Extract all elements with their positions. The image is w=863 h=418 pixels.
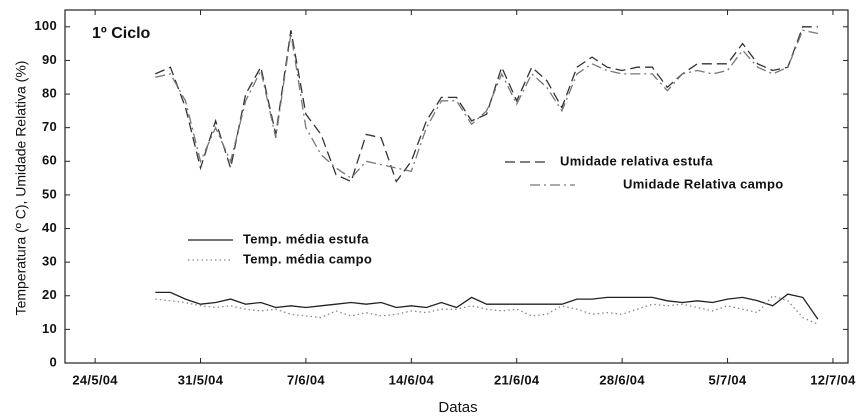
legend-label: Umidade Relativa campo [623, 176, 784, 191]
legend-label: Umidade relativa estufa [560, 153, 713, 168]
x-tick-label: 5/7/04 [709, 372, 747, 387]
y-tick-label: 10 [42, 321, 57, 336]
y-tick-label: 60 [42, 153, 57, 168]
y-axis-label: Temperatura (º C), Umidade Relativa (%) [13, 61, 29, 316]
y-tick-label: 20 [42, 287, 57, 302]
y-tick-label: 0 [49, 354, 57, 369]
x-tick-label: 12/7/04 [810, 372, 856, 387]
x-tick-label: 7/6/04 [287, 372, 325, 387]
plot-frame [64, 9, 849, 364]
series-line [155, 26, 818, 183]
y-tick-label: 40 [42, 220, 57, 235]
y-tick-label: 90 [42, 52, 57, 67]
x-tick-label: 31/5/04 [178, 372, 224, 387]
x-axis-label: Datas [438, 399, 477, 416]
series-line [155, 295, 819, 325]
y-tick-label: 50 [42, 186, 57, 201]
y-tick-label: 100 [34, 18, 57, 33]
series-line [155, 29, 819, 179]
x-tick-label: 28/6/04 [599, 372, 645, 387]
y-tick-label: 80 [42, 85, 57, 100]
y-tick-label: 70 [42, 119, 57, 134]
legend-label: Temp. média estufa [243, 231, 369, 246]
series-line [155, 291, 819, 320]
legend-label: Temp. média campo [243, 251, 372, 266]
y-tick-label: 30 [42, 254, 57, 269]
x-tick-label: 21/6/04 [494, 372, 540, 387]
annotation: 1º Ciclo [92, 25, 151, 42]
x-tick-label: 24/5/04 [72, 372, 118, 387]
x-tick-label: 14/6/04 [389, 372, 435, 387]
